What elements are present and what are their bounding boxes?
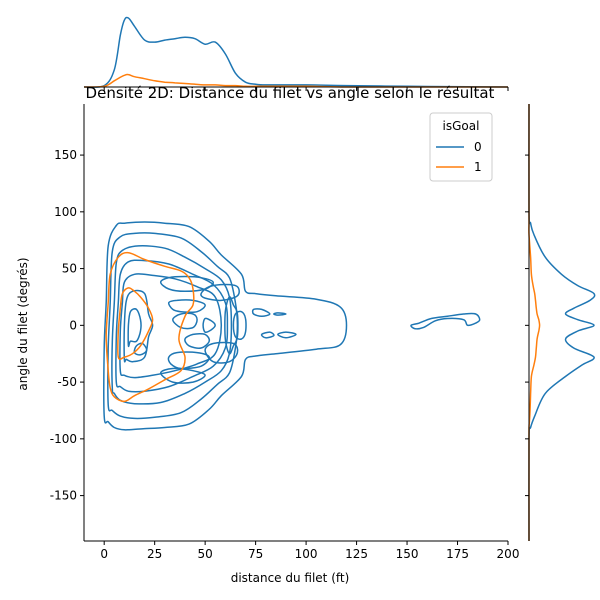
x-tick-label: 0 xyxy=(100,547,108,561)
y-axis-label: angle du filet (degrés) xyxy=(16,257,30,390)
contour-line xyxy=(167,351,210,370)
series-0-contours xyxy=(103,221,481,431)
contour-line xyxy=(105,251,195,403)
marginal-y-plot xyxy=(528,103,596,542)
x-tick-label: 25 xyxy=(147,547,162,561)
marginal-y-curve-0 xyxy=(528,103,596,542)
x-tick-label: 50 xyxy=(198,547,213,561)
legend: isGoal 0 1 xyxy=(429,112,493,182)
contour-line xyxy=(117,287,154,360)
contour-line xyxy=(260,331,275,339)
x-tick-label: 75 xyxy=(248,547,263,561)
y-tick-label: -100 xyxy=(50,432,77,446)
contour-line xyxy=(107,232,239,420)
contour-line xyxy=(111,245,233,405)
contour-line xyxy=(123,289,154,363)
contour-line xyxy=(159,367,206,384)
contour-line xyxy=(202,317,216,334)
joint-plot-area xyxy=(103,221,481,431)
x-tick-label: 200 xyxy=(497,547,520,561)
contour-line xyxy=(127,308,142,348)
contour-line xyxy=(184,332,211,349)
y-tick-label: -50 xyxy=(57,375,77,389)
y-tick-label: 50 xyxy=(62,262,77,276)
legend-label-0: 0 xyxy=(474,140,482,154)
marginal-x-curve-1 xyxy=(83,73,508,88)
contour-line xyxy=(204,341,239,364)
contour-line xyxy=(200,283,240,302)
marginal-y-curve-1 xyxy=(528,104,541,541)
y-tick-label: 0 xyxy=(69,318,77,332)
contour-line xyxy=(273,312,287,316)
contour-line xyxy=(277,331,297,339)
contour-line xyxy=(251,308,271,318)
contour-line xyxy=(410,312,481,330)
y-tick-label: 150 xyxy=(54,148,77,162)
contour-line xyxy=(159,275,214,293)
x-tick-label: 150 xyxy=(396,547,419,561)
marginal-x-plot xyxy=(83,16,509,89)
series-1-contours xyxy=(105,251,195,403)
contour-line xyxy=(119,273,223,379)
x-tick-label: 175 xyxy=(446,547,469,561)
axes: 0 25 50 75 100 125 150 175 200 -150 -100 -50 0 50 100 1… xyxy=(50,86,530,561)
y-tick-label: 100 xyxy=(54,205,77,219)
marginal-x-curve-0 xyxy=(83,16,509,89)
chart-title: Densité 2D: Distance du filet vs angle s… xyxy=(86,84,495,102)
contour-line xyxy=(232,310,247,341)
contour-line xyxy=(224,296,239,355)
legend-title: isGoal xyxy=(443,119,480,133)
x-tick-label: 125 xyxy=(345,547,368,561)
legend-label-1: 1 xyxy=(474,160,482,174)
contour-line xyxy=(167,299,206,314)
x-axis-label: distance du filet (ft) xyxy=(231,571,350,585)
y-tick-label: -150 xyxy=(50,489,77,503)
contour-line xyxy=(103,221,348,431)
x-tick-label: 100 xyxy=(295,547,318,561)
